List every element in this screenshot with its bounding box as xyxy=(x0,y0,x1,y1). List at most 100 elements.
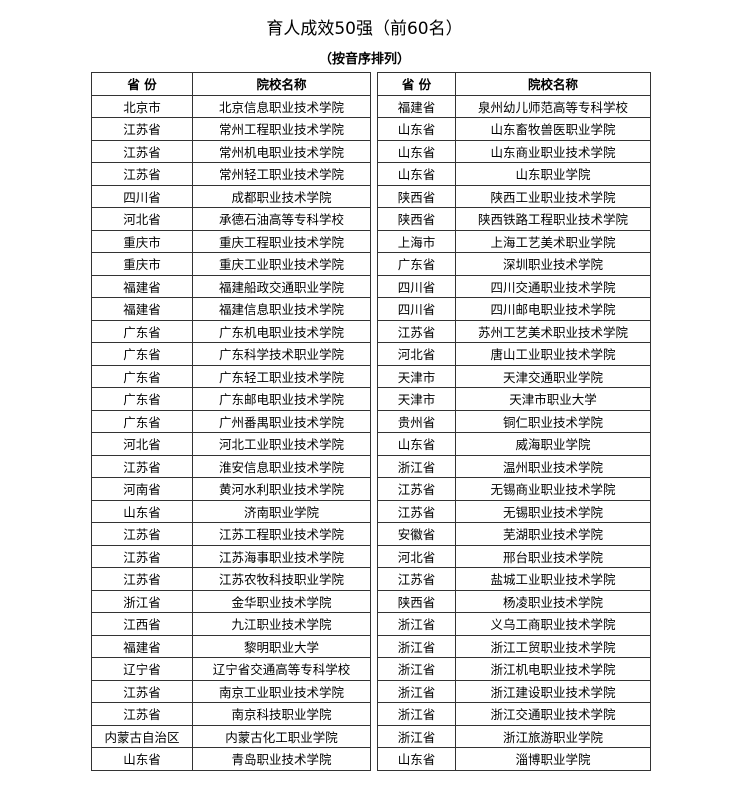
school-name-cell: 青岛职业技术学院 xyxy=(192,747,371,771)
column-gap xyxy=(370,387,378,410)
column-gap xyxy=(370,747,378,770)
page-title: 育人成效50强（前60名） xyxy=(266,19,463,39)
province-cell: 山东省 xyxy=(377,139,456,163)
province-cell: 山东省 xyxy=(91,747,193,771)
column-gap xyxy=(370,95,378,118)
school-name-cell: 深圳职业技术学院 xyxy=(455,252,651,276)
table-row: 江苏省 常州机电职业技术学院 山东省 山东商业职业技术学院 xyxy=(91,139,651,163)
column-gap xyxy=(370,455,378,478)
header-school-left: 院校名称 xyxy=(192,72,371,96)
header-school-right: 院校名称 xyxy=(455,72,651,96)
column-gap xyxy=(370,297,378,320)
column-gap xyxy=(370,477,378,500)
school-name-cell: 无锡职业技术学院 xyxy=(455,499,651,523)
school-name-cell: 广东机电职业技术学院 xyxy=(192,319,371,343)
school-name-cell: 铜仁职业技术学院 xyxy=(455,409,651,433)
table-row: 广东省 广州番禺职业技术学院 贵州省 铜仁职业技术学院 xyxy=(91,409,651,433)
province-cell: 河北省 xyxy=(91,432,193,456)
school-name-cell: 山东畜牧兽医职业学院 xyxy=(455,117,651,141)
province-cell: 广东省 xyxy=(377,252,456,276)
province-cell: 浙江省 xyxy=(377,679,456,703)
province-cell: 江西省 xyxy=(91,612,193,636)
province-cell: 广东省 xyxy=(91,409,193,433)
table-row: 河北省 承德石油高等专科学校 陕西省 陕西铁路工程职业技术学院 xyxy=(91,207,651,231)
province-cell: 江苏省 xyxy=(91,702,193,726)
school-name-cell: 盐城工业职业技术学院 xyxy=(455,567,651,591)
school-name-cell: 辽宁省交通高等专科学校 xyxy=(192,657,371,681)
school-name-cell: 山东职业学院 xyxy=(455,162,651,186)
column-gap xyxy=(370,162,378,185)
school-name-cell: 泉州幼儿师范高等专科学校 xyxy=(455,94,651,118)
column-gap xyxy=(370,635,378,658)
table-row: 江苏省 江苏海事职业技术学院 河北省 邢台职业技术学院 xyxy=(91,544,651,568)
school-name-cell: 黄河水利职业技术学院 xyxy=(192,477,371,501)
table-row: 福建省 福建信息职业技术学院 四川省 四川邮电职业技术学院 xyxy=(91,297,651,321)
province-cell: 北京市 xyxy=(91,94,193,118)
province-cell: 广东省 xyxy=(91,364,193,388)
column-gap xyxy=(370,590,378,613)
province-cell: 广东省 xyxy=(91,342,193,366)
province-cell: 江苏省 xyxy=(377,319,456,343)
table-row: 浙江省 金华职业技术学院 陕西省 杨凌职业技术学院 xyxy=(91,589,651,613)
province-cell: 重庆市 xyxy=(91,252,193,276)
table-row: 广东省 广东轻工职业技术学院 天津市 天津交通职业学院 xyxy=(91,364,651,388)
column-gap xyxy=(370,410,378,433)
column-gap xyxy=(370,545,378,568)
table-row: 河北省 河北工业职业技术学院 山东省 威海职业学院 xyxy=(91,432,651,456)
province-cell: 山东省 xyxy=(377,162,456,186)
province-cell: 上海市 xyxy=(377,229,456,253)
school-name-cell: 承德石油高等专科学校 xyxy=(192,207,371,231)
column-gap xyxy=(370,657,378,680)
province-cell: 四川省 xyxy=(377,274,456,298)
column-gap xyxy=(370,342,378,365)
school-name-cell: 北京信息职业技术学院 xyxy=(192,94,371,118)
table-row: 福建省 黎明职业大学 浙江省 浙江工贸职业技术学院 xyxy=(91,634,651,658)
province-cell: 山东省 xyxy=(377,747,456,771)
province-cell: 四川省 xyxy=(377,297,456,321)
province-cell: 江苏省 xyxy=(377,477,456,501)
province-cell: 浙江省 xyxy=(377,454,456,478)
school-name-cell: 浙江建设职业技术学院 xyxy=(455,679,651,703)
table-row: 江西省 九江职业技术学院 浙江省 义乌工商职业技术学院 xyxy=(91,612,651,636)
province-cell: 山东省 xyxy=(377,432,456,456)
province-cell: 江苏省 xyxy=(377,499,456,523)
table-row: 江苏省 常州工程职业技术学院 山东省 山东畜牧兽医职业学院 xyxy=(91,117,651,141)
column-gap xyxy=(370,320,378,343)
column-gap xyxy=(370,117,378,140)
province-cell: 浙江省 xyxy=(91,589,193,613)
province-cell: 江苏省 xyxy=(91,117,193,141)
school-name-cell: 山东商业职业技术学院 xyxy=(455,139,651,163)
province-cell: 山东省 xyxy=(377,117,456,141)
school-name-cell: 福建船政交通职业学院 xyxy=(192,274,371,298)
table-row: 江苏省 江苏农牧科技职业学院 江苏省 盐城工业职业技术学院 xyxy=(91,567,651,591)
table-row: 河南省 黄河水利职业技术学院 江苏省 无锡商业职业技术学院 xyxy=(91,477,651,501)
column-gap xyxy=(370,207,378,230)
province-cell: 广东省 xyxy=(91,387,193,411)
province-cell: 福建省 xyxy=(377,94,456,118)
school-name-cell: 芜湖职业技术学院 xyxy=(455,522,651,546)
school-name-cell: 上海工艺美术职业学院 xyxy=(455,229,651,253)
province-cell: 江苏省 xyxy=(91,544,193,568)
column-gap xyxy=(370,500,378,523)
school-name-cell: 内蒙古化工职业学院 xyxy=(192,724,371,748)
table-row: 江苏省 淮安信息职业技术学院 浙江省 温州职业技术学院 xyxy=(91,454,651,478)
table-row: 广东省 广东机电职业技术学院 江苏省 苏州工艺美术职业技术学院 xyxy=(91,319,651,343)
table-row: 广东省 广东邮电职业技术学院 天津市 天津市职业大学 xyxy=(91,387,651,411)
province-cell: 内蒙古自治区 xyxy=(91,724,193,748)
province-cell: 天津市 xyxy=(377,364,456,388)
province-cell: 天津市 xyxy=(377,387,456,411)
school-name-cell: 重庆工业职业技术学院 xyxy=(192,252,371,276)
province-cell: 陕西省 xyxy=(377,184,456,208)
province-cell: 江苏省 xyxy=(91,139,193,163)
table-row: 辽宁省 辽宁省交通高等专科学校 浙江省 浙江机电职业技术学院 xyxy=(91,657,651,681)
table-row: 重庆市 重庆工业职业技术学院 广东省 深圳职业技术学院 xyxy=(91,252,651,276)
header-province-left: 省 份 xyxy=(91,72,193,96)
school-name-cell: 陕西工业职业技术学院 xyxy=(455,184,651,208)
table-row: 山东省 青岛职业技术学院 山东省 淄博职业学院 xyxy=(91,747,651,771)
table-row: 江苏省 南京科技职业学院 浙江省 浙江交通职业技术学院 xyxy=(91,702,651,726)
school-name-cell: 成都职业技术学院 xyxy=(192,184,371,208)
table-row: 山东省 济南职业学院 江苏省 无锡职业技术学院 xyxy=(91,499,651,523)
province-cell: 江苏省 xyxy=(377,567,456,591)
column-gap xyxy=(370,230,378,253)
column-gap xyxy=(370,275,378,298)
